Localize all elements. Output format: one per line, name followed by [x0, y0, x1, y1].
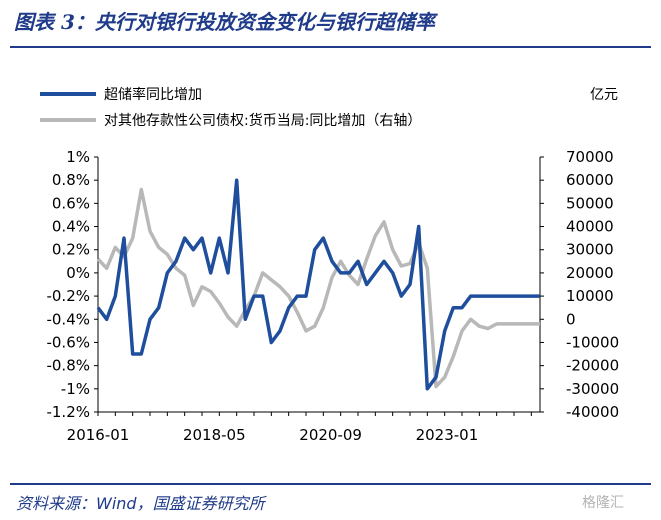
right-tick-label: 10000 — [566, 287, 614, 305]
right-tick-label: 0 — [566, 310, 576, 328]
x-tick-label: 2023-01 — [416, 426, 479, 444]
legend-label: 对其他存款性公司债权:货币当局:同比增加（右轴） — [104, 112, 421, 129]
left-tick-label: -0.2% — [46, 287, 90, 305]
left-tick-label: 1% — [66, 148, 90, 166]
right-tick-label: -10000 — [566, 333, 619, 351]
right-tick-label: 60000 — [566, 171, 614, 189]
legend-label: 超储率同比增加 — [104, 86, 202, 103]
source-note: 资料来源：Wind，国盛证券研究所 — [16, 494, 265, 513]
left-tick-label: -0.8% — [46, 357, 90, 375]
right-tick-label: 20000 — [566, 264, 614, 282]
x-tick-label: 2018-05 — [183, 426, 246, 444]
left-tick-label: -0.6% — [46, 333, 90, 351]
right-tick-label: 30000 — [566, 241, 614, 259]
chart-title: 图表 3：央行对银行投放资金变化与银行超储率 — [14, 10, 435, 34]
left-tick-label: -1% — [61, 380, 90, 398]
left-tick-label: 0.6% — [52, 194, 90, 212]
left-tick-label: 0.4% — [52, 218, 90, 236]
right-tick-label: -30000 — [566, 380, 619, 398]
right-tick-label: 50000 — [566, 194, 614, 212]
series-line-excess-reserve — [96, 178, 540, 391]
left-tick-label: 0.8% — [52, 171, 90, 189]
series-blue-group — [96, 178, 540, 391]
axes: 1% 0.8% 0.6% 0.4% 0.2% 0% -0.2% -0.4% -0.6% -0.8%… — [46, 148, 619, 444]
left-tick-label: -0.4% — [46, 310, 90, 328]
right-tick-label: 40000 — [566, 218, 614, 236]
x-tick-label: 2020-09 — [299, 426, 362, 444]
x-tick-label: 2016-01 — [67, 426, 130, 444]
right-tick-label: -20000 — [566, 357, 619, 375]
series-line-collateral-change — [96, 187, 540, 389]
left-tick-label: 0% — [66, 264, 90, 282]
title-divider — [10, 46, 651, 48]
series-grey-group — [96, 187, 540, 389]
source-divider — [10, 483, 651, 485]
right-tick-label: 70000 — [566, 148, 614, 166]
right-axis-unit: 亿元 — [590, 87, 618, 103]
left-tick-label: -1.2% — [46, 403, 90, 421]
right-tick-label: -40000 — [566, 403, 619, 421]
watermark: 格隆汇 — [582, 495, 624, 511]
left-tick-label: 0.2% — [52, 241, 90, 259]
